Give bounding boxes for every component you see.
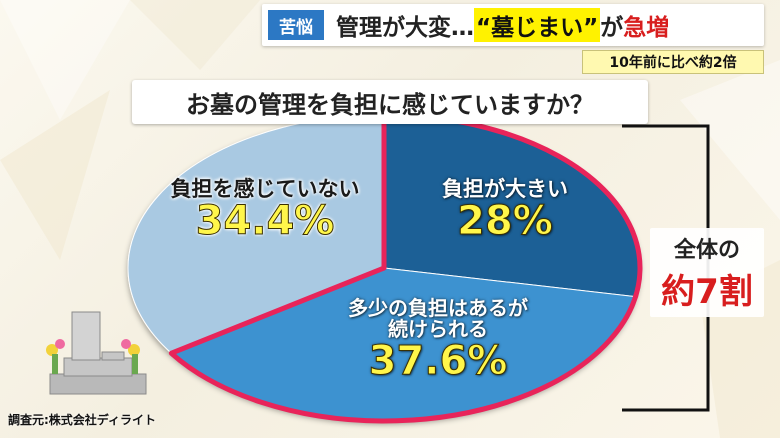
subheadline: 10年前に比べ約2倍: [582, 50, 764, 74]
headline-text: 管理が大変…: [336, 15, 474, 41]
slice-value: 37.6%: [368, 338, 508, 384]
headline-highlight: “墓じまい”: [474, 8, 601, 42]
slice-label-text: 続けられる: [388, 317, 488, 341]
chart-title: お墓の管理を負担に感じていますか？: [132, 80, 648, 124]
bracket-line2: 約7割: [661, 272, 753, 312]
bracket-line1: 全体の: [673, 238, 740, 263]
headline-emphasis: 急増: [623, 15, 670, 41]
headline-particle: が: [600, 15, 624, 41]
slice-value: 28%: [457, 198, 554, 245]
slice-label-text: 負担を感じていない: [170, 177, 360, 201]
slice-label-1: 負担が大きい 28%: [400, 177, 610, 245]
slice-value: 34.4%: [195, 198, 335, 245]
highlight-outline: [168, 112, 643, 424]
bracket-callout: 全体の 約7割: [650, 228, 764, 317]
grave-icon: [46, 311, 147, 395]
slice-label-text: 多少の負担はあるが: [348, 296, 528, 320]
topic-tag: 苦悩: [268, 10, 324, 40]
slice-label-2: 多少の負担はあるが 続けられる 37.6%: [318, 296, 558, 384]
slice-label-text: 負担が大きい: [442, 177, 568, 201]
headline: 管理が大変… “墓じまい” が 急増: [336, 8, 669, 42]
slice-label-3: 負担を感じていない 34.4%: [140, 177, 390, 245]
source-credit: 調査元:株式会社ディライト: [8, 413, 156, 427]
